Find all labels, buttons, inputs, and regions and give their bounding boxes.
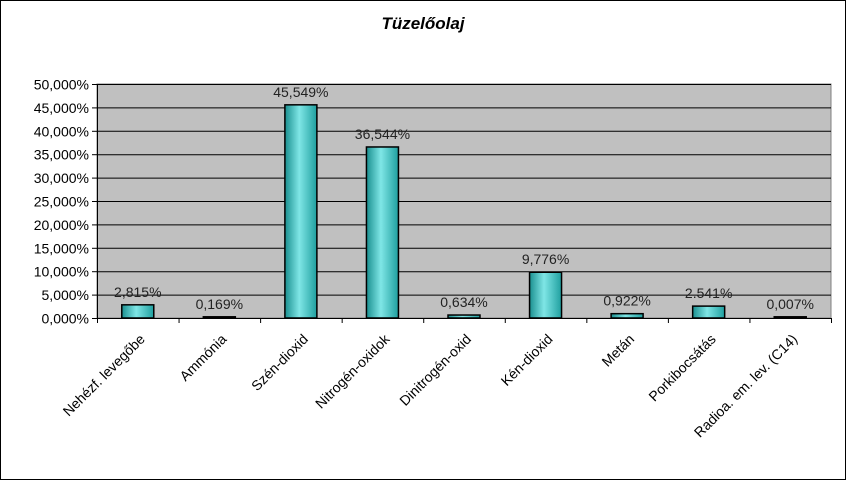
bar — [121, 304, 155, 319]
bar — [528, 271, 563, 319]
y-tick-label: 40,000% — [34, 123, 89, 139]
bar — [773, 316, 807, 319]
data-labels: 2,815% 0,169% 45,549% 36,544% 0,634% 9,776% 0,… — [114, 84, 814, 312]
data-label: 2,815% — [114, 284, 161, 300]
data-label: 0,922% — [603, 293, 650, 309]
data-label: 45,549% — [273, 84, 328, 100]
bars — [121, 104, 807, 319]
x-category-label: Nehézf. levegőbe — [60, 331, 149, 420]
x-category-label: Nitrogén-oxidok — [312, 330, 393, 411]
bar — [365, 146, 400, 319]
chart-title: Tüzelőolaj — [381, 14, 465, 33]
y-tick-label: 45,000% — [34, 100, 89, 116]
data-label: 0,634% — [440, 294, 487, 310]
data-label: 36,544% — [355, 126, 410, 142]
x-category-label: Metán — [598, 331, 637, 370]
y-tick-label: 20,000% — [34, 217, 89, 233]
category-labels: Nehézf. levegőbe Ammónia Szén-dioxid Nitrog… — [60, 330, 801, 440]
x-category-label: Porkibocsátás — [645, 331, 718, 404]
bar — [447, 314, 481, 319]
bar — [610, 312, 644, 319]
y-tick-label: 50,000% — [34, 77, 89, 93]
y-tick-label: 10,000% — [34, 264, 89, 280]
data-label: 0,007% — [766, 296, 813, 312]
data-label: 2.541% — [685, 285, 732, 301]
bar — [284, 104, 318, 319]
gridlines — [97, 84, 831, 296]
data-label: 9,776% — [522, 251, 569, 267]
axes: 0,000% 5,000% 10,000% 15,000% 20,000% 25,000%… — [34, 77, 832, 327]
bar — [691, 305, 726, 319]
y-tick-label: 35,000% — [34, 147, 89, 163]
x-category-label: Dinitrogén-oxid — [396, 331, 474, 409]
x-category-label: Szén-dioxid — [248, 331, 311, 394]
y-tick-label: 5,000% — [42, 287, 89, 303]
y-tick-label: 0,000% — [42, 311, 89, 327]
y-tick-label: 30,000% — [34, 170, 89, 186]
y-tick-label: 15,000% — [34, 240, 89, 256]
x-category-label: Ammónia — [176, 331, 229, 384]
y-tick-label: 25,000% — [34, 194, 89, 210]
x-category-label: Kén-dioxid — [498, 331, 556, 389]
bar — [202, 316, 237, 319]
data-label: 0,169% — [196, 296, 243, 312]
